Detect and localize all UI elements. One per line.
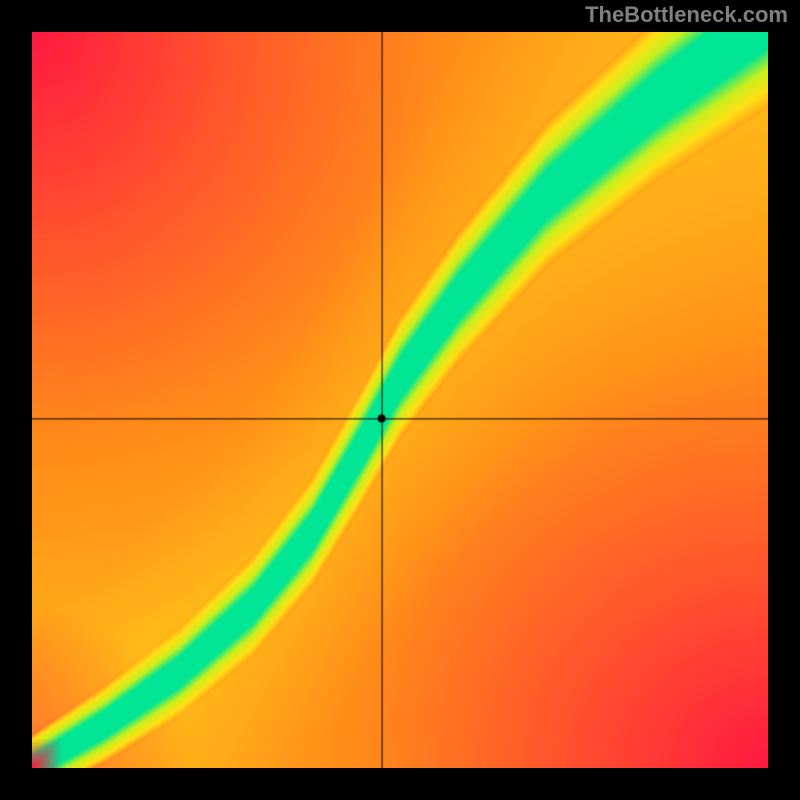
heatmap-canvas xyxy=(32,32,768,768)
heatmap-plot xyxy=(32,32,768,768)
watermark-text: TheBottleneck.com xyxy=(585,2,788,28)
chart-container: TheBottleneck.com xyxy=(0,0,800,800)
